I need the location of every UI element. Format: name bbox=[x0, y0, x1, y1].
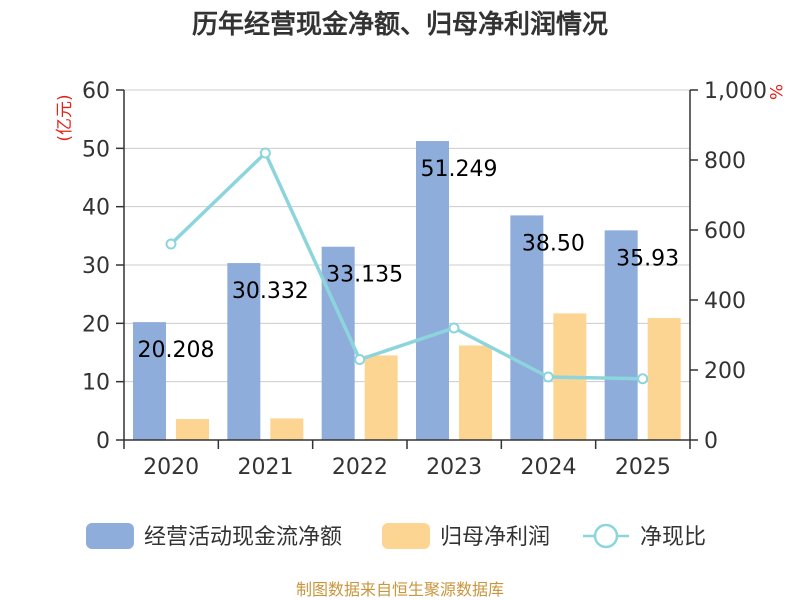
data-label-cash-flow: 51.249 bbox=[421, 157, 498, 182]
x-axis-tick-label: 2025 bbox=[615, 455, 671, 480]
ratio-point bbox=[448, 322, 460, 334]
ratio-point bbox=[637, 373, 649, 385]
ratio-point bbox=[354, 354, 366, 365]
right-axis-unit: % bbox=[765, 84, 785, 100]
grid-lines bbox=[124, 89, 690, 383]
bar-net-profit bbox=[647, 318, 681, 440]
right-axis-tick-label: 800 bbox=[704, 149, 746, 174]
left-axis-tick-label: 60 bbox=[82, 79, 110, 104]
data-label-cash-flow: 20.208 bbox=[138, 338, 215, 363]
legend-label-ratio: 净现比 bbox=[640, 525, 706, 550]
left-axis-tick-label: 30 bbox=[82, 254, 110, 279]
ratio-line bbox=[169, 151, 643, 381]
right-axis-tick-label: 600 bbox=[704, 219, 746, 244]
left-axis-tick-label: 10 bbox=[82, 371, 110, 396]
series-ratio-line bbox=[165, 147, 649, 385]
x-axis-tick-label: 2021 bbox=[238, 455, 294, 480]
legend: 经营活动现金流净额 归母净利润 净现比 bbox=[86, 523, 706, 550]
data-label-cash-flow: 38.50 bbox=[522, 231, 585, 256]
left-axis-tick-label: 20 bbox=[82, 312, 110, 337]
bar-cash-flow bbox=[416, 141, 449, 441]
right-axis-tick-label: 1,000 bbox=[704, 79, 767, 104]
legend-label-cash-flow: 经营活动现金流净额 bbox=[144, 525, 342, 550]
bar-cash-flow bbox=[227, 263, 261, 440]
left-axis-tick-label: 50 bbox=[82, 137, 110, 162]
series-cash-flow-bars bbox=[133, 141, 638, 441]
data-label-cash-flow: 30.332 bbox=[232, 279, 309, 304]
right-axis-tick-label: 400 bbox=[704, 289, 746, 314]
bar-net-profit bbox=[364, 355, 398, 440]
x-axis-tick-label: 2020 bbox=[143, 455, 199, 480]
data-label-cash-flow: 33.135 bbox=[326, 263, 403, 288]
legend-swatch-cash-flow bbox=[86, 523, 134, 549]
data-labels: 20.208 30.332 33.135 51.249 38.50 35.93 bbox=[138, 157, 680, 363]
left-axis-tick-label: 0 bbox=[96, 429, 110, 454]
bar-net-profit bbox=[459, 345, 492, 440]
legend-swatch-net-profit bbox=[382, 523, 430, 549]
bar-cash-flow bbox=[321, 246, 355, 440]
ratio-point bbox=[259, 147, 271, 159]
ratio-point bbox=[165, 238, 177, 250]
x-axis-tick-label: 2023 bbox=[426, 455, 482, 480]
legend-label-net-profit: 归母净利润 bbox=[440, 525, 550, 550]
data-label-cash-flow: 35.93 bbox=[616, 246, 679, 271]
bar-cash-flow bbox=[604, 230, 638, 440]
source-note: 制图数据来自恒生聚源数据库 bbox=[296, 580, 504, 599]
x-axis-tick-label: 2022 bbox=[332, 455, 388, 480]
ratio-point bbox=[542, 371, 554, 383]
bar-cash-flow bbox=[510, 215, 544, 440]
x-axis-tick-label: 2024 bbox=[521, 455, 577, 480]
right-axis-tick-label: 0 bbox=[704, 429, 718, 454]
left-axis-tick-label: 40 bbox=[82, 196, 110, 221]
legend-marker-ratio bbox=[593, 523, 619, 549]
bar-net-profit bbox=[176, 419, 209, 440]
series-net-profit-bars bbox=[176, 313, 681, 440]
bar-net-profit bbox=[270, 418, 304, 440]
chart-title: 历年经营现金净额、归母净利润情况 bbox=[192, 9, 608, 40]
bar-cash-flow bbox=[133, 322, 166, 440]
left-axis-unit: (亿元) bbox=[55, 94, 75, 141]
right-axis-tick-label: 200 bbox=[704, 359, 746, 384]
